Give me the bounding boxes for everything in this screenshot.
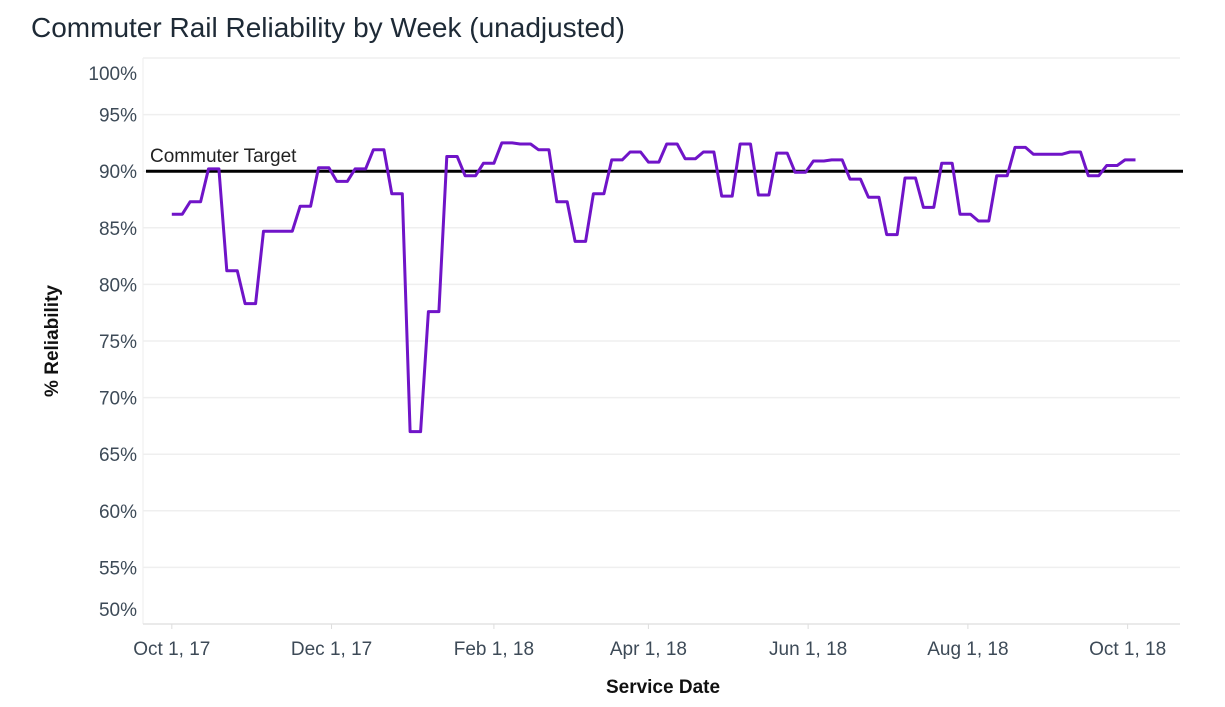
y-tick-label: 80% [99, 275, 137, 296]
x-tick-label: Dec 1, 17 [291, 639, 372, 660]
gridlines [142, 57, 1180, 625]
y-tick-label: 75% [99, 332, 137, 353]
x-tick-label: Oct 1, 17 [133, 639, 210, 660]
reliability-series-line [171, 141, 1136, 434]
x-tick-label: Aug 1, 18 [927, 639, 1008, 660]
x-axis-title: Service Date [606, 677, 720, 698]
x-tick-label: Apr 1, 18 [610, 639, 687, 660]
y-tick-label: 65% [99, 445, 137, 466]
y-tick-label: 95% [99, 106, 137, 127]
target-line-label: Commuter Target [150, 146, 297, 167]
y-tick-label: 100% [88, 64, 137, 85]
chart-title: Commuter Rail Reliability by Week (unadj… [31, 12, 625, 43]
x-axis: Oct 1, 17 Dec 1, 17 Feb 1, 18 Apr 1, 18 Jun … [133, 624, 1166, 660]
y-tick-label: 55% [99, 558, 137, 579]
x-tick-label: Oct 1, 18 [1089, 639, 1166, 660]
x-tick-label: Feb 1, 18 [454, 639, 534, 660]
x-tick-label: Jun 1, 18 [769, 639, 847, 660]
y-axis-title: % Reliability [42, 285, 63, 397]
y-tick-label: 85% [99, 219, 137, 240]
y-tick-label: 50% [99, 600, 137, 621]
y-tick-label: 60% [99, 502, 137, 523]
y-tick-label: 90% [99, 162, 137, 183]
y-tick-label: 70% [99, 389, 137, 410]
y-axis: 100% 95% 90% 85% 80% 75% 70% 65% 60% 55% 50% [88, 64, 137, 621]
